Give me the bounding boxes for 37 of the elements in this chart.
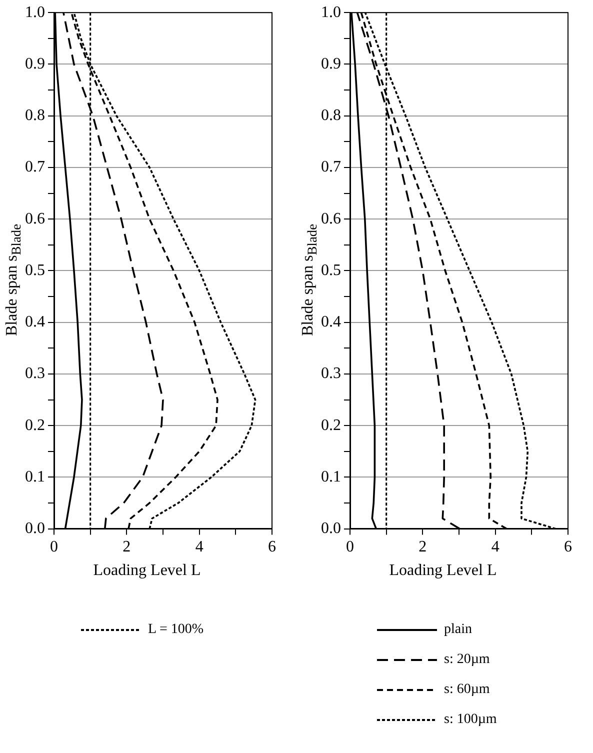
x-tick-label: 6 — [268, 538, 276, 556]
y-tick-label: 0.3 — [25, 365, 45, 382]
y-tick-label: 0.7 — [25, 158, 45, 176]
y-tick-label: 0.6 — [25, 210, 45, 228]
x-tick-label: 0 — [346, 538, 354, 556]
x-tick-label: 2 — [418, 538, 427, 556]
legend-label: s: 60µm — [444, 682, 490, 698]
y-tick-label: 1.0 — [25, 4, 45, 21]
y-tick-label: 0.0 — [25, 520, 45, 538]
legend-label: s: 20µm — [444, 652, 490, 668]
y-tick-label: 0.4 — [25, 314, 45, 331]
y-tick-label: 1.0 — [321, 4, 341, 21]
y-tick-label: 0.8 — [321, 107, 341, 124]
y-tick-label: 0.2 — [25, 416, 45, 434]
y-tick-label: 0.5 — [321, 262, 341, 279]
x-tick-label: 6 — [564, 538, 572, 556]
y-tick-label: 0.1 — [25, 468, 45, 486]
legend-label: plain — [444, 622, 472, 638]
x-axis-title: Loading Level L — [92, 562, 202, 580]
y-tick-label: 0.6 — [321, 210, 341, 228]
y-tick-label: 0.9 — [25, 55, 45, 72]
y-tick-label: 0.8 — [25, 107, 45, 124]
x-axis-title: Loading Level L — [388, 562, 498, 580]
y-tick-label: 0.4 — [321, 314, 341, 331]
y-tick-label: 0.0 — [321, 520, 341, 538]
y-tick-label: 0.1 — [321, 468, 341, 486]
y-tick-label: 0.9 — [321, 55, 341, 72]
x-tick-label: 4 — [195, 538, 204, 556]
x-tick-label: 2 — [122, 538, 131, 556]
y-tick-label: 0.7 — [321, 158, 341, 176]
legend-label: L = 100% — [148, 622, 204, 638]
legend-label: s: 100µm — [444, 712, 497, 728]
x-tick-label: 0 — [50, 538, 58, 556]
x-tick-label: 4 — [491, 538, 500, 556]
y-tick-label: 0.3 — [321, 365, 341, 382]
y-tick-label: 0.5 — [25, 262, 45, 279]
y-tick-label: 0.2 — [321, 416, 341, 434]
